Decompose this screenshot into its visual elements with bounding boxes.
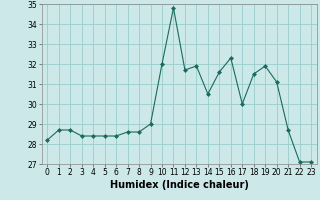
- X-axis label: Humidex (Indice chaleur): Humidex (Indice chaleur): [110, 180, 249, 190]
